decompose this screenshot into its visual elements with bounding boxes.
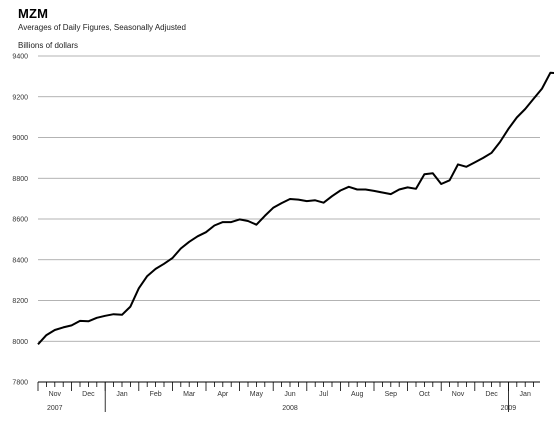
y-tick-label: 7800 xyxy=(12,380,28,387)
y-tick-label: 9400 xyxy=(12,54,28,61)
x-tick-label: Mar xyxy=(183,391,196,398)
x-tick-label: Feb xyxy=(150,391,162,398)
y-tick-label: 8600 xyxy=(12,217,28,224)
y-tick-label: 9000 xyxy=(12,135,28,142)
x-tick-label: Apr xyxy=(217,391,229,398)
x-tick-label: Jun xyxy=(284,391,295,398)
year-label: 2007 xyxy=(47,405,63,412)
chart-title: MZM xyxy=(18,6,49,21)
x-tick-label: Dec xyxy=(82,391,95,398)
x-tick-label: Aug xyxy=(351,391,364,398)
y-tick-label: 9200 xyxy=(12,94,28,101)
y-tick-label: 8000 xyxy=(12,339,28,346)
series-line-mzm xyxy=(37,71,554,345)
y-tick-label: 8400 xyxy=(12,257,28,264)
x-tick-label: Nov xyxy=(49,391,62,398)
year-label: 2008 xyxy=(282,405,298,412)
y-tick-label: 8200 xyxy=(12,298,28,305)
x-tick-label: Jan xyxy=(116,391,127,398)
x-tick-label: May xyxy=(250,391,264,398)
x-tick-label: Nov xyxy=(452,391,465,398)
x-tick-label: Jan xyxy=(520,391,531,398)
chart-subtitle: Averages of Daily Figures, Seasonally Ad… xyxy=(18,23,186,32)
y-axis-label: Billions of dollars xyxy=(18,41,79,50)
x-tick-label: Jul xyxy=(319,391,328,398)
x-tick-label: Sep xyxy=(385,391,398,398)
x-tick-label: Oct xyxy=(419,391,430,398)
x-tick-label: Dec xyxy=(485,391,498,398)
y-tick-label: 8800 xyxy=(12,176,28,183)
